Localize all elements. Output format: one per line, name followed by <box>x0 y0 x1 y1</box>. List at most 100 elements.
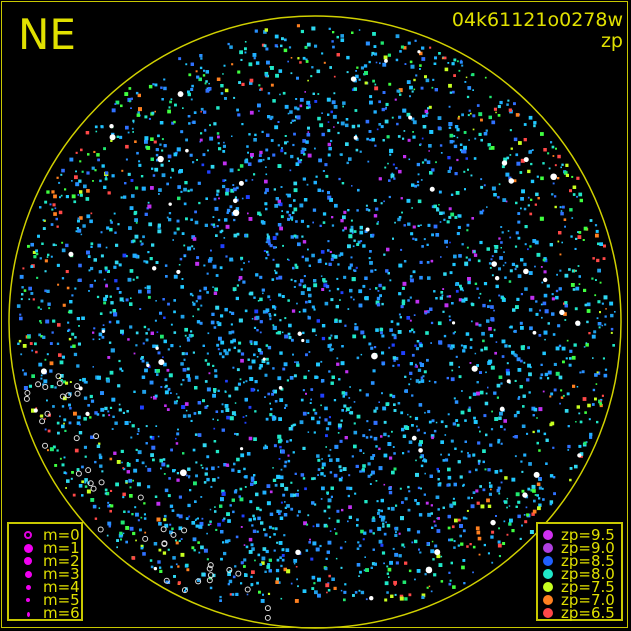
star-point <box>213 122 217 126</box>
star-point <box>489 95 492 99</box>
legend-label: m=1 <box>43 539 80 557</box>
star-point <box>126 462 131 467</box>
star-point <box>412 225 416 229</box>
star-point <box>545 462 548 465</box>
star-point <box>394 527 396 530</box>
star-point <box>151 243 155 247</box>
star-point <box>164 404 167 407</box>
star-point <box>273 188 276 191</box>
star-point <box>294 361 296 363</box>
star-point <box>405 426 410 430</box>
star-point <box>375 445 378 448</box>
star-point <box>373 45 377 48</box>
star-point <box>182 379 185 382</box>
star-point <box>125 144 129 149</box>
star-point <box>222 144 226 148</box>
star-point <box>178 57 182 61</box>
star-point <box>411 394 414 397</box>
star-point <box>188 515 191 518</box>
star-point <box>515 305 519 309</box>
star-point <box>458 115 460 118</box>
star-point <box>118 533 123 538</box>
star-point <box>401 543 405 547</box>
star-point <box>53 212 57 216</box>
star-point <box>435 297 438 300</box>
star-point <box>57 323 61 327</box>
star-point <box>359 230 364 235</box>
star-point <box>415 74 418 77</box>
star-point <box>306 100 311 105</box>
star-point <box>487 305 490 308</box>
star-point <box>115 243 119 247</box>
star-point <box>569 478 572 482</box>
star-point <box>472 491 476 494</box>
star-point <box>597 322 602 326</box>
star-point <box>434 381 437 384</box>
star-point <box>223 463 227 467</box>
direction-label: NE <box>18 10 76 59</box>
star-point <box>385 521 387 524</box>
star-point <box>359 449 362 452</box>
star-point <box>469 338 473 341</box>
star-point <box>64 188 67 191</box>
star-point <box>66 286 70 290</box>
star-point <box>328 336 332 340</box>
star-point <box>329 198 333 202</box>
star-point <box>325 262 328 265</box>
star-point <box>178 495 182 499</box>
star-point <box>452 422 456 426</box>
star-point <box>291 309 296 313</box>
star-point <box>329 458 333 462</box>
star-point <box>356 524 359 527</box>
star-point <box>381 392 383 395</box>
star-point <box>413 314 416 316</box>
star-point <box>202 399 205 403</box>
star-point <box>297 585 299 588</box>
star-point <box>229 168 234 173</box>
star-point <box>293 132 296 136</box>
star-point <box>369 288 371 290</box>
star-point <box>485 433 488 437</box>
star-point <box>183 187 187 192</box>
star-point <box>359 389 362 392</box>
star-point <box>355 74 359 79</box>
star-point <box>446 483 450 487</box>
star-point <box>553 388 557 392</box>
star-point <box>530 295 535 300</box>
star-point <box>262 158 265 161</box>
star-point <box>490 535 494 539</box>
star-point <box>536 417 538 419</box>
star-point <box>286 440 289 443</box>
star-point <box>39 320 42 323</box>
star-point <box>438 204 440 206</box>
star-point <box>433 224 438 229</box>
zp-color-marker <box>543 543 553 553</box>
star-point <box>517 500 521 504</box>
star-point <box>132 121 135 124</box>
star-point <box>121 169 124 172</box>
star-point <box>336 277 339 280</box>
star-point <box>121 461 123 464</box>
star-point <box>310 388 314 391</box>
star-point <box>389 328 393 332</box>
star-point <box>46 256 49 258</box>
star-point <box>354 591 358 594</box>
star-point <box>292 266 295 270</box>
star-point <box>500 247 502 249</box>
star-point <box>159 566 162 569</box>
star-point <box>342 467 347 471</box>
star-point <box>21 293 24 296</box>
star-point <box>250 575 253 578</box>
star-point <box>295 265 299 269</box>
star-point <box>288 336 292 340</box>
star-point <box>460 59 462 62</box>
star-point <box>410 232 414 236</box>
star-point <box>382 525 385 528</box>
star-point <box>325 557 328 560</box>
star-point <box>194 220 199 225</box>
star-point <box>238 81 241 84</box>
bright-star-point <box>451 321 456 325</box>
star-point <box>538 497 541 500</box>
unmatched-star-ring <box>137 494 144 501</box>
star-point <box>306 42 311 47</box>
